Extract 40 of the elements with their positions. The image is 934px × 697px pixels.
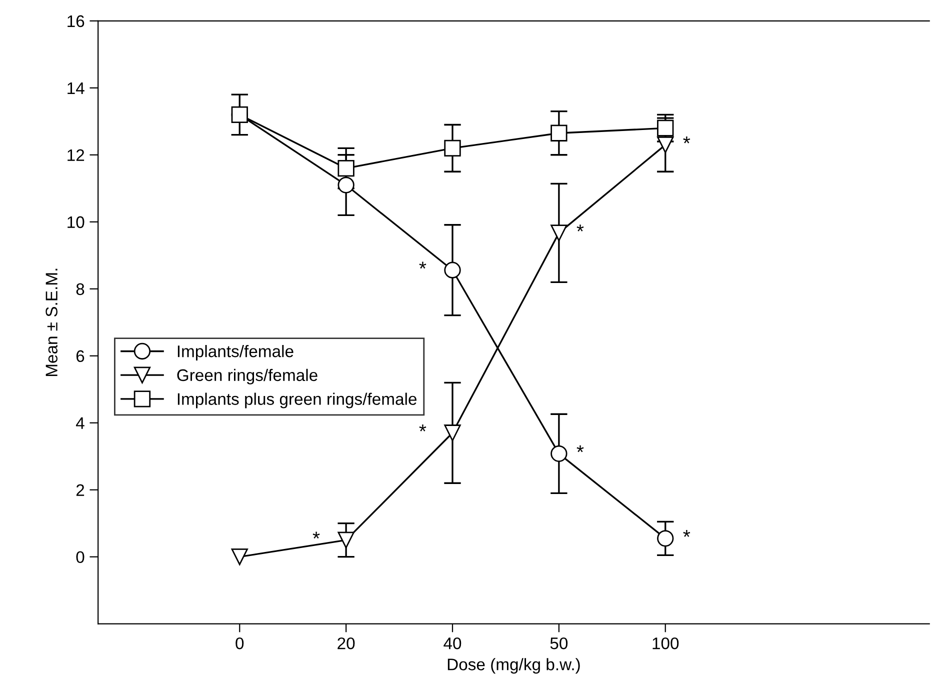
legend-label: Green rings/female: [177, 368, 318, 384]
annotation: *: [312, 532, 320, 539]
annotation: *: [419, 262, 426, 269]
point: [231, 106, 248, 124]
point: [444, 262, 461, 278]
y-tick-label: 10: [68, 216, 84, 228]
y-tick-label: 8: [76, 283, 84, 296]
y-tick-label: 2: [76, 484, 84, 496]
point: [444, 424, 461, 442]
y-tick-label: 12: [68, 149, 84, 161]
point: [550, 445, 568, 462]
x-axis-title: Dose (mg/kg b.w.): [448, 658, 580, 674]
y-tick-label: 0: [76, 551, 84, 564]
annotation: *: [419, 424, 426, 432]
point: [550, 124, 568, 142]
y-tick-label: 4: [76, 417, 84, 429]
annotation: *: [576, 445, 584, 452]
x-tick-label: 20: [338, 637, 355, 650]
point: [338, 176, 354, 194]
annotation: *: [683, 136, 690, 144]
x-tick-label: 50: [550, 637, 568, 650]
y-tick-label: 14: [68, 82, 84, 94]
point: [550, 224, 568, 242]
point: [657, 136, 674, 154]
y-axis-title: Mean ± S.E.M.: [46, 268, 58, 376]
y-tick-label: 6: [76, 350, 84, 362]
point: [338, 160, 354, 177]
point: [231, 548, 248, 566]
point: [444, 140, 461, 157]
x-tick-label: 40: [444, 637, 462, 650]
legend-label: Implants/female: [178, 344, 294, 361]
point: [338, 532, 354, 548]
x-tick-label: 0: [236, 637, 244, 650]
y-tick-label: 16: [68, 15, 84, 28]
point: [657, 530, 674, 547]
x-tick-label: 100: [652, 637, 679, 650]
annotation: *: [683, 530, 690, 537]
legend-label: Implants plus green rings/female: [178, 392, 417, 408]
annotation: *: [576, 224, 584, 232]
point: [657, 120, 674, 136]
